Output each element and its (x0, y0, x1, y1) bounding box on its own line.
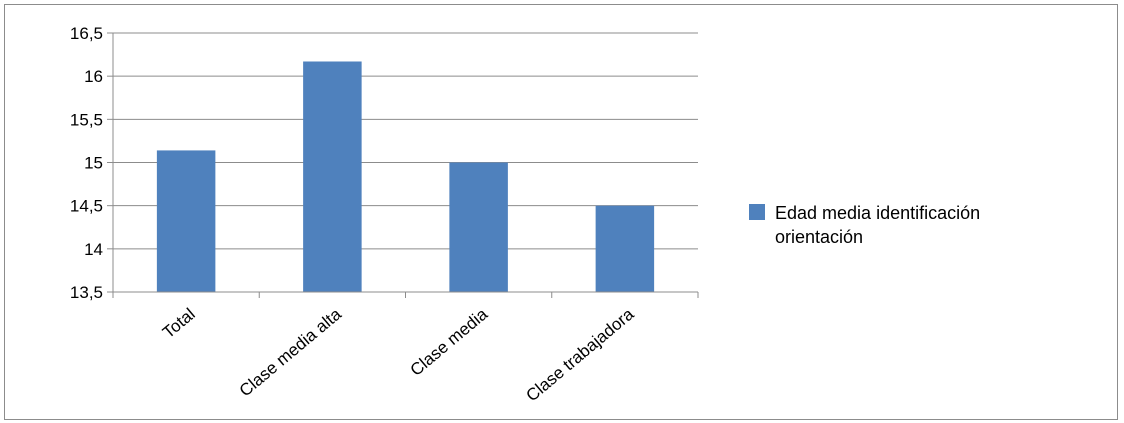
legend-label-line-1: Edad media identificación (775, 203, 980, 223)
x-category-label: Clase media alta (236, 304, 346, 400)
bars (156, 61, 655, 292)
y-tick-label: 16 (84, 67, 103, 86)
bar (595, 205, 655, 292)
y-tick-label: 15 (84, 154, 103, 173)
bar (449, 162, 508, 292)
y-tick-label: 14,5 (70, 197, 103, 216)
y-tick-label: 15,5 (70, 110, 103, 129)
y-tick-label: 16,5 (70, 24, 103, 43)
y-tick-label: 13,5 (70, 283, 103, 302)
x-category-label: Clase media (407, 304, 492, 380)
bar (303, 61, 362, 292)
axes (107, 32, 699, 298)
bar (156, 150, 216, 292)
legend-swatch (749, 204, 765, 220)
y-tick-label: 14 (84, 240, 103, 259)
x-category-label: Total (159, 305, 199, 343)
x-category-label: Clase trabajadora (522, 304, 637, 405)
legend-label-line-2: orientación (775, 227, 863, 247)
legend: Edad media identificación orientación (749, 203, 980, 247)
